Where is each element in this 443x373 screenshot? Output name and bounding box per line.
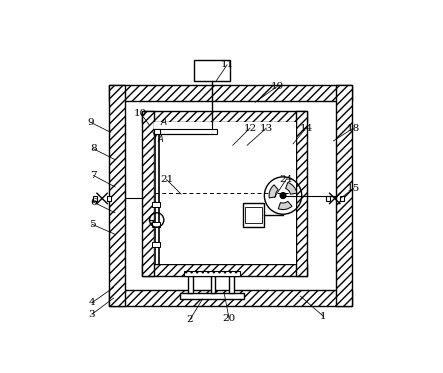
Bar — [184, 271, 240, 276]
Bar — [142, 264, 307, 276]
Wedge shape — [286, 182, 297, 194]
Bar — [142, 111, 307, 122]
Text: 1: 1 — [320, 312, 326, 321]
Text: 12: 12 — [243, 123, 256, 132]
Bar — [152, 222, 159, 227]
Text: 9: 9 — [87, 118, 94, 127]
Bar — [296, 111, 307, 276]
Text: 2: 2 — [187, 316, 193, 325]
Bar — [245, 207, 262, 223]
Bar — [152, 242, 159, 247]
Bar — [243, 203, 264, 227]
Bar — [109, 85, 352, 101]
Text: 7: 7 — [90, 171, 97, 180]
Bar — [188, 276, 193, 293]
Bar — [142, 111, 154, 276]
Bar — [180, 293, 244, 299]
Bar — [152, 202, 159, 207]
Text: 6: 6 — [90, 198, 97, 207]
Circle shape — [280, 193, 286, 198]
Bar — [107, 196, 111, 201]
Bar — [154, 122, 296, 264]
Text: 15: 15 — [347, 184, 360, 193]
Bar — [326, 196, 330, 201]
Wedge shape — [269, 185, 278, 198]
Text: A: A — [161, 118, 167, 127]
Bar — [109, 290, 352, 306]
Bar — [211, 276, 215, 293]
Text: 18: 18 — [347, 123, 360, 132]
Bar — [154, 129, 217, 134]
Text: 10: 10 — [134, 109, 148, 118]
Wedge shape — [278, 201, 292, 210]
Text: 3: 3 — [89, 310, 95, 319]
Text: 21: 21 — [160, 175, 173, 184]
Bar — [93, 196, 97, 201]
Text: 5: 5 — [89, 220, 95, 229]
Text: 13: 13 — [260, 123, 273, 132]
Text: 20: 20 — [222, 314, 236, 323]
Text: 11: 11 — [221, 60, 233, 69]
Text: 19: 19 — [271, 82, 284, 91]
Bar — [109, 85, 125, 306]
Bar — [154, 129, 159, 134]
Text: 24: 24 — [279, 175, 292, 184]
Bar — [340, 196, 344, 201]
Text: 8: 8 — [90, 144, 97, 153]
Text: 14: 14 — [299, 123, 313, 132]
Bar — [336, 85, 352, 306]
Bar — [229, 276, 234, 293]
Text: A: A — [157, 135, 163, 144]
Bar — [194, 60, 230, 81]
Text: 4: 4 — [89, 298, 95, 307]
